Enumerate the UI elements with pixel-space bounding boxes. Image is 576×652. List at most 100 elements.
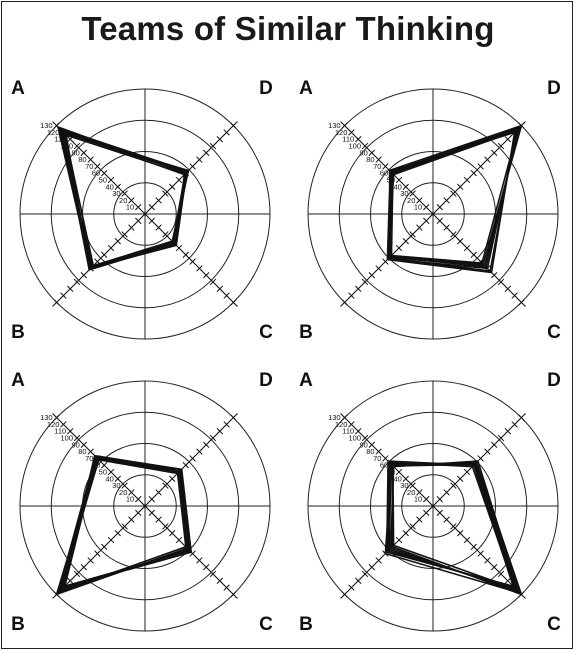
axis-tick-a-90	[368, 149, 375, 156]
axis-tick-b-10	[135, 217, 142, 224]
axis-tick-b-20	[416, 516, 423, 523]
quadrant-label-d: D	[547, 370, 561, 391]
axis-tick-d-10	[148, 496, 155, 503]
tick-label-130: 130	[328, 121, 341, 130]
axis-tick-a-30	[121, 190, 128, 197]
axis-tick-a-60	[101, 170, 108, 177]
axis-tick-b-10	[423, 217, 430, 224]
tick-label-120: 120	[47, 420, 60, 429]
axis-tick-c-30	[450, 231, 457, 238]
tick-label-100: 100	[348, 434, 361, 443]
axis-tick-d-20	[155, 489, 162, 496]
axis-tick-b-120	[348, 292, 355, 299]
tick-label-80: 80	[78, 155, 86, 164]
quadrant-label-b: B	[299, 322, 313, 343]
diagonal-axis-a	[340, 121, 434, 215]
series-polygon-6	[384, 462, 522, 595]
axis-tick-b-90	[368, 564, 375, 571]
axis-tick-a-40	[402, 475, 409, 482]
tick-label-30: 30	[112, 189, 120, 198]
axis-tick-d-50	[175, 176, 183, 184]
axis-tick-c-30	[162, 523, 169, 530]
tick-label-100: 100	[60, 434, 73, 443]
axis-tick-a-120	[348, 129, 355, 136]
axis-tick-a-70	[382, 163, 389, 170]
axis-tick-c-20	[443, 224, 450, 231]
axis-tick-c-80	[484, 557, 491, 564]
axis-tick-c-100	[497, 278, 505, 286]
axis-tick-d-90	[491, 441, 498, 448]
axis-tick-d-70	[477, 163, 484, 170]
axis-tick-d-70	[477, 455, 484, 462]
axis-tick-c-30	[162, 231, 169, 238]
diagonal-axis-a	[52, 121, 146, 215]
tick-label-50: 50	[99, 176, 107, 185]
axis-tick-d-130	[230, 414, 237, 421]
tick-label-40: 40	[105, 182, 113, 191]
axis-tick-d-80	[196, 156, 203, 163]
tick-label-10: 10	[126, 203, 134, 212]
axis-tick-d-30	[450, 482, 457, 489]
axis-tick-b-50	[107, 244, 115, 252]
axis-tick-b-50	[107, 536, 115, 544]
axis-tick-a-90	[368, 441, 375, 448]
axis-tick-d-80	[484, 448, 491, 455]
axis-tick-a-110	[355, 428, 362, 435]
tick-label-120: 120	[335, 128, 348, 137]
axis-tick-a-100	[361, 434, 369, 442]
quadrant-label-d: D	[259, 370, 273, 391]
axis-tick-a-90	[80, 149, 87, 156]
tick-label-130: 130	[328, 413, 341, 422]
tick-label-30: 30	[400, 481, 408, 490]
axis-tick-c-90	[491, 564, 498, 571]
axis-tick-c-120	[223, 584, 230, 591]
diagonal-axis-b	[52, 213, 146, 307]
tick-label-10: 10	[126, 495, 134, 504]
axis-tick-c-80	[196, 265, 203, 272]
axis-tick-a-50	[395, 468, 403, 476]
axis-tick-c-80	[196, 557, 203, 564]
axis-tick-d-100	[497, 142, 505, 150]
axis-tick-b-70	[382, 258, 389, 265]
diagonal-axis-c	[432, 505, 526, 599]
axis-tick-b-120	[348, 584, 355, 591]
axis-tick-d-110	[504, 428, 511, 435]
tick-label-70: 70	[85, 162, 93, 171]
series-polygon-7	[390, 127, 520, 264]
axis-tick-c-40	[457, 238, 464, 245]
axis-tick-c-60	[182, 251, 189, 258]
tick-label-110: 110	[342, 135, 354, 144]
axis-tick-b-80	[87, 557, 94, 564]
axis-tick-c-120	[511, 292, 518, 299]
axis-tick-c-100	[209, 570, 217, 578]
axis-tick-d-30	[162, 190, 169, 197]
axis-tick-d-40	[457, 183, 464, 190]
axis-tick-c-110	[216, 285, 223, 292]
axis-tick-c-120	[223, 292, 230, 299]
tick-label-20: 20	[407, 196, 415, 205]
axis-tick-b-10	[135, 509, 142, 516]
series-polygon-7	[392, 463, 518, 591]
quadrant-label-d: D	[547, 78, 561, 99]
axis-tick-b-60	[101, 543, 108, 550]
axis-tick-c-90	[203, 272, 210, 279]
quadrant-label-d: D	[259, 78, 273, 99]
axis-tick-a-100	[73, 142, 81, 150]
quadrant-label-b: B	[11, 614, 25, 635]
axis-tick-c-40	[169, 530, 176, 537]
tick-label-10: 10	[414, 495, 422, 504]
tick-label-100: 100	[348, 142, 361, 151]
axis-tick-c-50	[463, 244, 471, 252]
axis-tick-a-120	[348, 421, 355, 428]
axis-tick-b-30	[121, 523, 128, 530]
series-polygon-5	[389, 127, 520, 268]
tick-label-40: 40	[105, 474, 113, 483]
axis-tick-c-20	[155, 224, 162, 231]
axis-tick-d-40	[169, 475, 176, 482]
axis-tick-c-10	[436, 217, 443, 224]
quadrant-label-a: A	[11, 78, 25, 99]
axis-tick-a-100	[73, 434, 81, 442]
axis-tick-a-40	[402, 183, 409, 190]
